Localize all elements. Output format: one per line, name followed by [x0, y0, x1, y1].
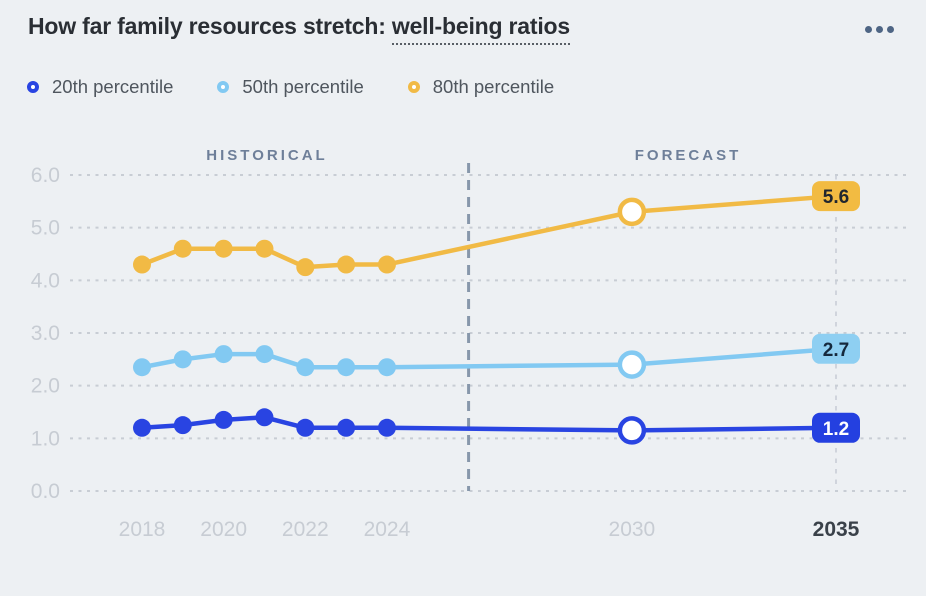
chart-title: How far family resources stretch: well-b… [28, 13, 570, 45]
end-value-label: 1.2 [823, 419, 849, 440]
data-point [377, 358, 396, 377]
data-point [173, 416, 192, 435]
y-tick-label: 2.0 [31, 375, 60, 398]
data-point [377, 418, 396, 437]
data-point [173, 239, 192, 258]
legend-ring-icon [27, 81, 39, 93]
end-value-label: 2.7 [823, 340, 849, 361]
x-tick-label: 2030 [609, 518, 656, 541]
data-point [377, 255, 396, 274]
end-value-badge [812, 181, 860, 212]
legend-item-50th-percentile[interactable]: 50th percentile [217, 76, 364, 98]
chart-legend: 20th percentile 50th percentile 80th per… [27, 76, 554, 98]
chart-canvas: 6.0 5.0 4.0 3.0 2.0 1.0 0.0 1.2 2.7 5.6 2018 2020 20… [31, 163, 908, 541]
legend-item-label: 50th percentile [242, 76, 364, 97]
ellipsis-icon [865, 26, 872, 33]
end-value-badge [812, 412, 860, 443]
more-options-button[interactable] [861, 22, 898, 37]
data-point [133, 358, 151, 377]
data-point [173, 350, 192, 369]
data-point [337, 358, 356, 377]
data-point [214, 239, 233, 258]
forecast-point [617, 197, 647, 227]
data-point [214, 410, 233, 429]
legend-item-label: 80th percentile [432, 76, 555, 97]
x-tick-label: 2024 [364, 518, 411, 541]
x-tick-label: 2018 [119, 518, 166, 541]
data-point [214, 345, 233, 364]
legend-ring-icon [217, 81, 230, 93]
x-tick-label: 2020 [200, 518, 247, 541]
series-line [139, 415, 839, 433]
data-point [296, 418, 315, 437]
data-point [133, 255, 151, 274]
y-tick-label: 4.0 [31, 269, 60, 292]
data-point [255, 408, 274, 427]
title-definition-term[interactable]: well-being ratios [391, 13, 570, 45]
series-line [139, 193, 839, 270]
data-point [133, 418, 151, 437]
historical-zone-label: HISTORICAL [206, 147, 328, 164]
data-point [296, 358, 315, 377]
data-point [337, 255, 356, 274]
data-point [255, 345, 274, 364]
x-tick-label: 2035 [813, 518, 860, 541]
legend-ring-icon [407, 81, 420, 93]
title-prefix: How far family resources stretch: [28, 13, 392, 39]
y-tick-label: 1.0 [31, 427, 60, 450]
ellipsis-icon [887, 26, 894, 33]
series-line [139, 346, 839, 370]
forecast-point [617, 416, 647, 445]
end-value-label: 5.6 [823, 187, 849, 208]
data-point [296, 258, 315, 277]
y-tick-label: 5.0 [31, 217, 60, 240]
y-tick-label: 3.0 [31, 322, 60, 345]
end-value-badge [812, 333, 860, 364]
x-tick-label: 2022 [282, 518, 329, 541]
legend-item-20th-percentile[interactable]: 20th percentile [27, 76, 173, 98]
legend-item-label: 20th percentile [52, 76, 174, 97]
forecast-zone-label: FORECAST [634, 147, 742, 164]
data-point [255, 239, 274, 258]
y-tick-label: 0.0 [31, 480, 60, 503]
y-tick-label: 6.0 [31, 164, 60, 187]
legend-item-80th-percentile[interactable]: 80th percentile [407, 76, 555, 98]
forecast-point [617, 350, 647, 379]
ellipsis-icon [876, 26, 883, 33]
data-point [337, 418, 356, 437]
